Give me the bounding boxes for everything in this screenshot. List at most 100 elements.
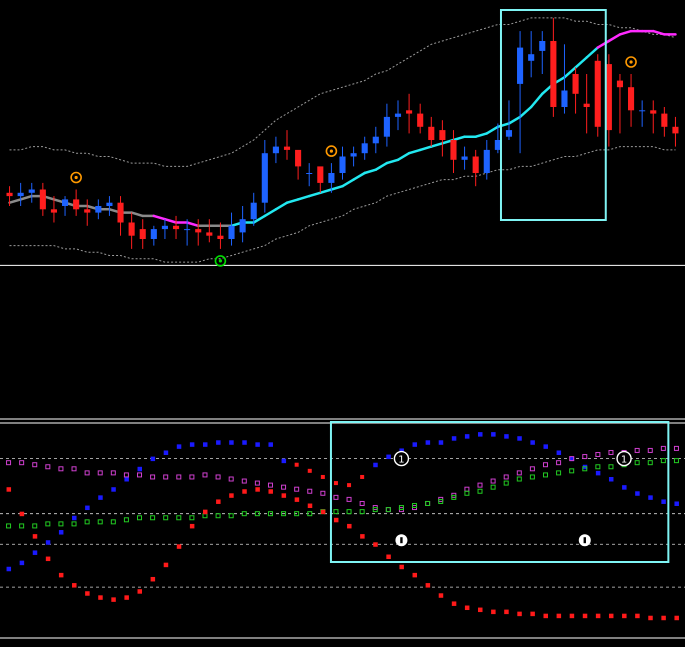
candlestick [383, 103, 390, 147]
candle-body [39, 189, 46, 210]
osc-green-square [556, 470, 562, 476]
moving-average-segment [252, 214, 267, 224]
osc-red-dot [347, 483, 352, 488]
osc-blue-dot [32, 550, 38, 555]
osc-red-dot [517, 611, 522, 617]
candlestick [372, 126, 379, 154]
candle-body [428, 126, 435, 140]
moving-average-segment [263, 208, 278, 218]
osc-blue-dot [72, 515, 77, 521]
osc-magenta-square [660, 445, 666, 451]
candle-body [505, 130, 513, 137]
osc-red-dot [229, 493, 234, 498]
osc-blue-dot [137, 466, 143, 472]
osc-magenta-square [516, 470, 522, 476]
candlestick [306, 163, 313, 187]
osc-magenta-square [71, 466, 77, 472]
osc-magenta-square [281, 484, 287, 490]
osc-magenta-square [582, 454, 588, 460]
candlestick [639, 100, 646, 127]
candle-body [594, 60, 601, 127]
osc-blue-dot [674, 501, 679, 506]
osc-green-square [412, 503, 418, 509]
orange-signal-icon-ring [70, 171, 82, 184]
osc-red-dot [373, 542, 378, 547]
osc-blue-dot [150, 456, 156, 462]
candlestick [184, 219, 191, 246]
candle-body [450, 140, 457, 160]
candlestick [483, 140, 490, 180]
oscillator-panel: 1151 [0, 432, 685, 621]
osc-red-dot [320, 509, 326, 515]
osc-magenta-square [359, 500, 365, 506]
osc-red-dot [451, 601, 457, 606]
osc-red-dot [98, 595, 103, 600]
osc-red-dot [19, 511, 25, 517]
osc-green-square [189, 515, 195, 521]
osc-magenta-square [58, 466, 64, 472]
moving-average-segment [485, 125, 500, 135]
osc-green-square [294, 511, 300, 517]
orange-signal-icon-ring [325, 145, 338, 157]
orange-signal-icon-dot [629, 60, 633, 64]
osc-red-dot [294, 497, 300, 502]
key-hole-slot [400, 537, 403, 544]
candle-body [472, 156, 479, 173]
osc-magenta-square [542, 462, 548, 468]
osc-magenta-square [595, 452, 601, 458]
osc-red-dot [491, 609, 496, 615]
osc-blue-dot [242, 440, 247, 445]
candlestick [450, 130, 457, 173]
osc-red-dot [320, 474, 325, 479]
moving-average-segment [652, 29, 666, 36]
osc-magenta-square [32, 462, 38, 468]
candlestick [217, 222, 224, 249]
osc-magenta-square [110, 470, 116, 476]
candlestick [206, 219, 213, 243]
osc-blue-dot [255, 442, 260, 447]
osc-blue-dot [111, 487, 116, 492]
green-signal-icon-ring [214, 255, 227, 267]
osc-green-square [307, 511, 313, 517]
osc-green-square [359, 509, 365, 515]
candle-body [84, 209, 91, 213]
osc-blue-dot [229, 440, 234, 445]
osc-green-square [241, 511, 247, 517]
candlestick [328, 163, 335, 193]
osc-magenta-square [569, 456, 575, 462]
osc-blue-dot [661, 499, 666, 504]
candlestick [417, 103, 424, 134]
moving-average-segment [418, 145, 433, 152]
osc-magenta-square [490, 478, 496, 484]
moving-average-segment [518, 105, 533, 119]
osc-magenta-square [254, 480, 260, 486]
moving-average-segment [374, 161, 389, 171]
candlestick [628, 74, 635, 127]
moving-average-segment [8, 198, 22, 204]
osc-red-dot [556, 613, 562, 619]
osc-green-square [137, 515, 143, 521]
osc-green-square [267, 511, 273, 517]
osc-red-dot [85, 591, 90, 596]
candlestick [50, 196, 57, 223]
band-lower-line [9, 146, 676, 263]
numbered-circle-marker-icon [616, 450, 632, 467]
osc-green-square [71, 521, 77, 527]
moving-average-segment [341, 178, 355, 188]
candle-body [539, 41, 546, 51]
osc-magenta-square [45, 464, 51, 470]
osc-green-square [608, 464, 614, 470]
band-upper-line [9, 17, 676, 167]
moving-average-segment [19, 194, 33, 201]
green-signal-icon-dot [218, 259, 223, 263]
osc-green-square [542, 472, 548, 478]
candle-body [184, 229, 191, 231]
moving-average-segment [496, 122, 511, 129]
osc-green-square [464, 490, 470, 496]
osc-red-dot [425, 583, 431, 588]
osc-blue-dot [216, 440, 221, 445]
osc-blue-dot [556, 450, 562, 455]
candlestick [439, 120, 446, 157]
